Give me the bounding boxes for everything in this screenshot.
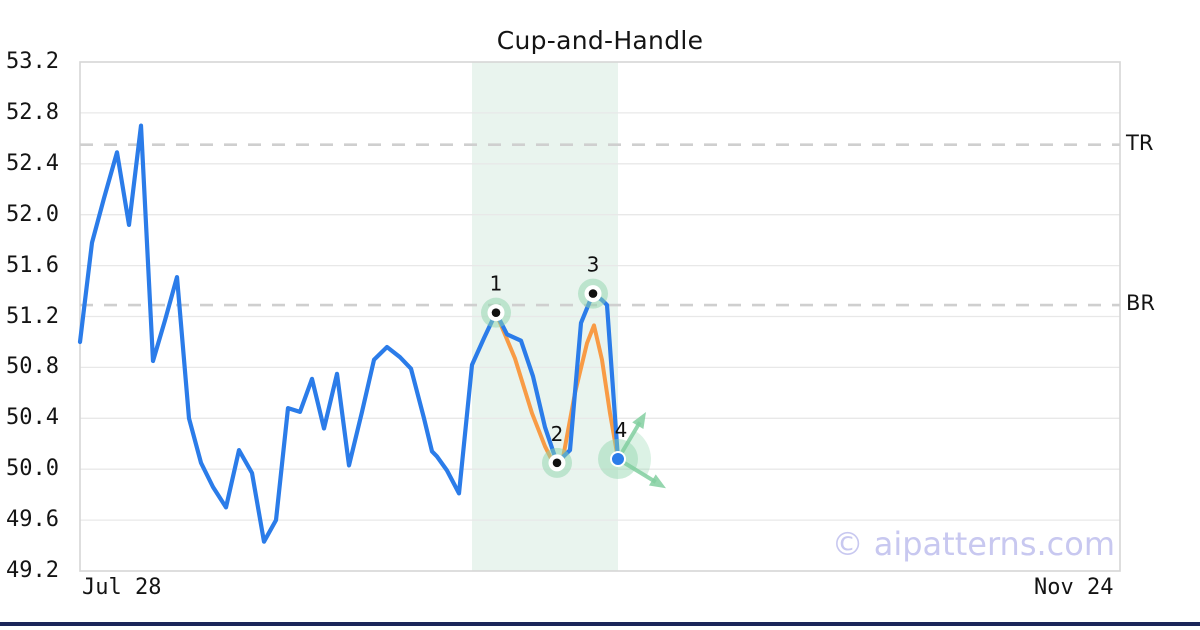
marker-2-dot (552, 458, 562, 468)
breakout-arrow-down-head (648, 474, 666, 489)
marker-number-label: 4 (615, 418, 628, 442)
y-tick-label: 52.4 (6, 151, 59, 176)
y-tick-label: 49.2 (6, 558, 59, 583)
y-tick-label: 50.0 (6, 456, 59, 481)
y-tick-label: 50.4 (6, 405, 59, 430)
y-tick-label: 51.6 (6, 253, 59, 278)
x-axis-label-end: Nov 24 (1034, 575, 1114, 600)
y-tick-label: 52.8 (6, 100, 59, 125)
marker-4-dot (610, 451, 626, 468)
y-tick-label: 51.2 (6, 304, 59, 329)
chart-title: Cup-and-Handle (496, 26, 704, 55)
price-line (77, 123, 621, 544)
breakout-arrow-up-head (632, 411, 646, 430)
marker-number-label: 1 (490, 272, 503, 296)
marker-number-label: 2 (551, 422, 564, 446)
plot-border (79, 61, 1121, 572)
marker-3-dot (588, 289, 598, 298)
marker-1-dot (491, 308, 501, 317)
marker-number-label: 3 (587, 253, 600, 277)
x-axis-label-start: Jul 28 (82, 575, 162, 600)
breakout-fan (618, 430, 651, 477)
y-tick-label: 50.8 (6, 354, 59, 379)
level-label-br: BR (1126, 291, 1155, 315)
y-tick-label: 52.0 (6, 202, 59, 227)
watermark: © aipatterns.com (831, 525, 1115, 563)
level-label-tr: TR (1126, 131, 1154, 155)
bottom-accent-bar (0, 622, 1200, 626)
y-tick-label: 53.2 (6, 49, 59, 74)
y-tick-label: 49.6 (6, 507, 59, 532)
